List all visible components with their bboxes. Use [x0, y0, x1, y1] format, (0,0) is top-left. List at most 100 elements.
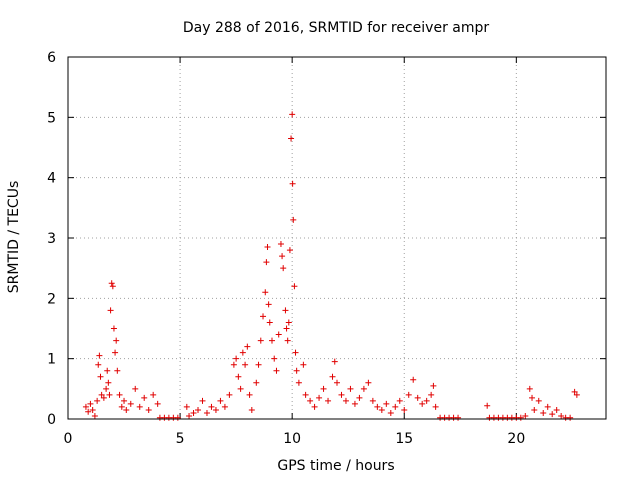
data-point [286, 247, 293, 254]
data-point [410, 376, 417, 383]
data-point [262, 289, 269, 296]
data-point [290, 216, 297, 223]
data-point [266, 319, 273, 326]
data-point [264, 244, 271, 251]
data-point [531, 406, 538, 413]
data-point [280, 265, 287, 272]
data-point [110, 325, 117, 332]
data-point [277, 241, 284, 248]
data-point [95, 361, 102, 368]
data-point [186, 412, 193, 419]
data-point [300, 361, 307, 368]
data-point [369, 397, 376, 404]
data-point [221, 403, 228, 410]
data-point [378, 406, 385, 413]
data-point [242, 361, 249, 368]
data-point [285, 319, 292, 326]
data-point [549, 411, 556, 418]
data-point [260, 313, 267, 320]
data-point [226, 391, 233, 398]
data-point [271, 355, 278, 362]
data-point [248, 406, 255, 413]
x-tick-label: 15 [395, 431, 413, 447]
data-point [567, 414, 574, 421]
data-point [553, 406, 560, 413]
data-point [87, 400, 94, 407]
data-point [284, 337, 291, 344]
data-point [423, 397, 430, 404]
data-point [558, 412, 565, 419]
data-point [289, 111, 296, 118]
data-point [275, 331, 282, 338]
data-point [526, 385, 533, 392]
data-point [145, 406, 152, 413]
data-point [374, 403, 381, 410]
data-point [118, 403, 125, 410]
data-point [396, 397, 403, 404]
data-point [212, 406, 219, 413]
y-tick-label: 5 [47, 110, 56, 126]
data-point [268, 337, 275, 344]
data-point [239, 349, 246, 356]
data-point [113, 337, 120, 344]
data-point [351, 400, 358, 407]
data-point [98, 391, 105, 398]
data-point [347, 385, 354, 392]
y-tick-label: 3 [47, 231, 56, 247]
data-point [217, 397, 224, 404]
x-axis-label: GPS time / hours [277, 458, 394, 474]
data-point [109, 283, 116, 290]
data-point [383, 400, 390, 407]
data-point [522, 412, 529, 419]
data-point [295, 379, 302, 386]
x-tick-label: 5 [176, 431, 185, 447]
data-point [106, 391, 113, 398]
data-point [141, 394, 148, 401]
data-point [282, 307, 289, 314]
data-point [455, 414, 462, 421]
data-point [292, 349, 299, 356]
data-point [414, 394, 421, 401]
data-point [273, 367, 280, 374]
data-point [85, 408, 92, 415]
x-tick-label: 20 [507, 431, 525, 447]
data-point [535, 397, 542, 404]
data-point [127, 400, 134, 407]
data-point [103, 385, 110, 392]
data-point [105, 379, 112, 386]
y-tick-label: 1 [47, 352, 56, 368]
data-point [428, 391, 435, 398]
data-point [288, 135, 295, 142]
data-point [401, 406, 408, 413]
data-point [97, 373, 104, 380]
data-point [529, 394, 536, 401]
tick-labels: 0 5 10 15 20 0 1 2 3 4 5 6 [47, 50, 525, 447]
data-point [82, 403, 89, 410]
y-tick-label: 2 [47, 291, 56, 307]
data-point [320, 385, 327, 392]
data-point [104, 367, 111, 374]
data-point [571, 388, 578, 395]
data-point [203, 409, 210, 416]
data-points [82, 111, 580, 421]
data-point [174, 414, 181, 421]
y-tick-label: 0 [47, 412, 56, 428]
data-point [108, 280, 115, 287]
data-point [237, 385, 244, 392]
data-point [183, 403, 190, 410]
data-point [484, 402, 491, 409]
data-point [360, 385, 367, 392]
data-point [121, 397, 128, 404]
data-point [208, 403, 215, 410]
data-point [91, 412, 98, 419]
data-point [405, 391, 412, 398]
data-point [195, 406, 202, 413]
data-point [265, 301, 272, 308]
data-point [89, 406, 96, 413]
data-point [329, 373, 336, 380]
data-point [419, 400, 426, 407]
data-point [246, 391, 253, 398]
data-point [132, 385, 139, 392]
data-point [136, 403, 143, 410]
data-point [230, 361, 237, 368]
